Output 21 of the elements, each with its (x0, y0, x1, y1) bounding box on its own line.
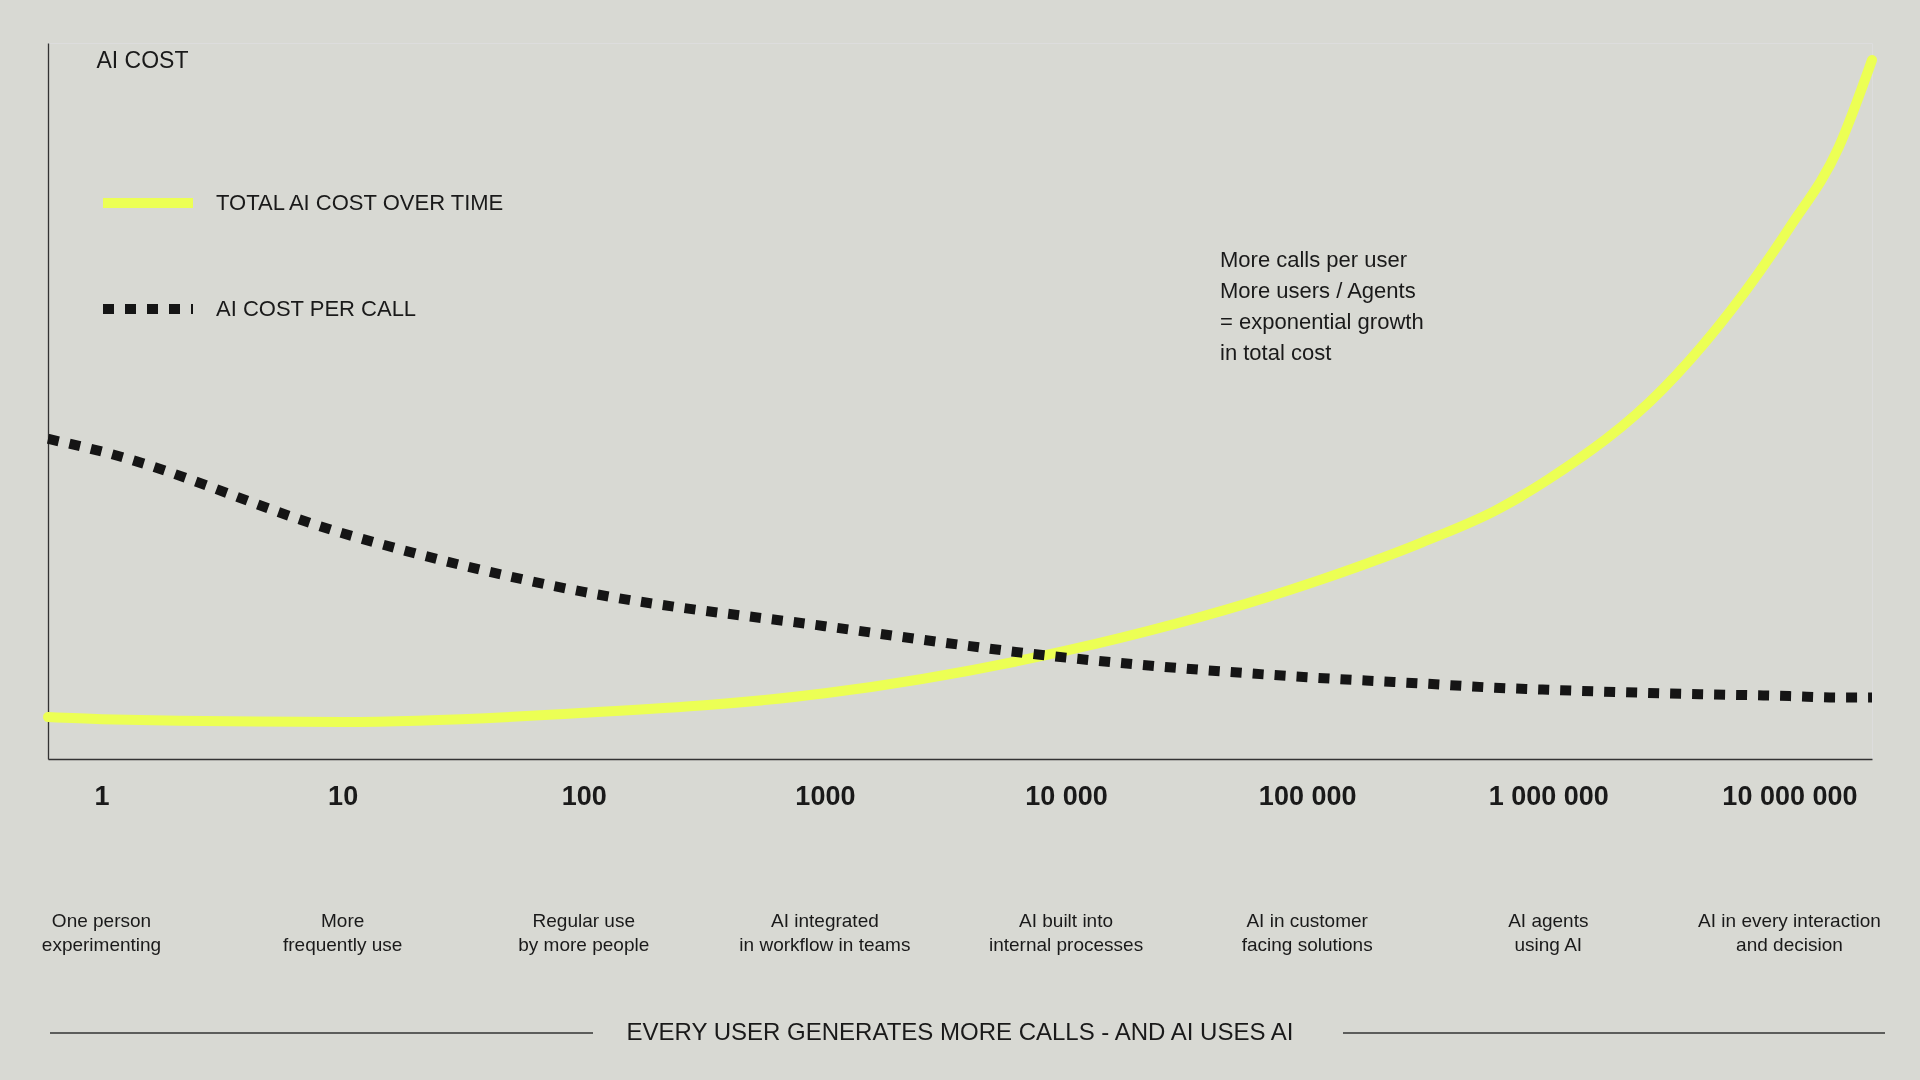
x-tick-label: 10 (328, 780, 359, 811)
text: AI in every interaction and decision (1698, 910, 1881, 955)
text: More frequently use (282, 910, 403, 955)
x-tick-label: 1000 (795, 780, 856, 811)
x-tick-label: 10 000 (1025, 780, 1108, 811)
x-tick-label: 1 000 000 (1488, 780, 1609, 811)
text: Regular use by more people (518, 910, 650, 955)
x-tick-label: 100 000 (1258, 780, 1357, 811)
text: AI integrated in workflow in teams (739, 910, 911, 955)
text: AI agents using AI (1508, 910, 1589, 955)
text: EVERY USER GENERATES MORE CALLS - AND AI USES AI (626, 1018, 1294, 1045)
legend-label: AI COST PER CALL (216, 296, 417, 321)
x-tick-label: 100 (561, 780, 607, 811)
y-axis-title: AI COST (96, 46, 189, 73)
x-tick-label: 10 000 000 (1722, 780, 1858, 811)
text: AI in customer facing solutions (1241, 910, 1373, 955)
text: One person experimenting (41, 910, 162, 955)
legend-label: TOTAL AI COST OVER TIME (216, 190, 504, 215)
annotation: More calls per user More users / Agents = exponential growth in total cost (1220, 247, 1424, 365)
x-tick-label: 1 (94, 780, 110, 811)
text: AI built into internal processes (988, 910, 1144, 955)
